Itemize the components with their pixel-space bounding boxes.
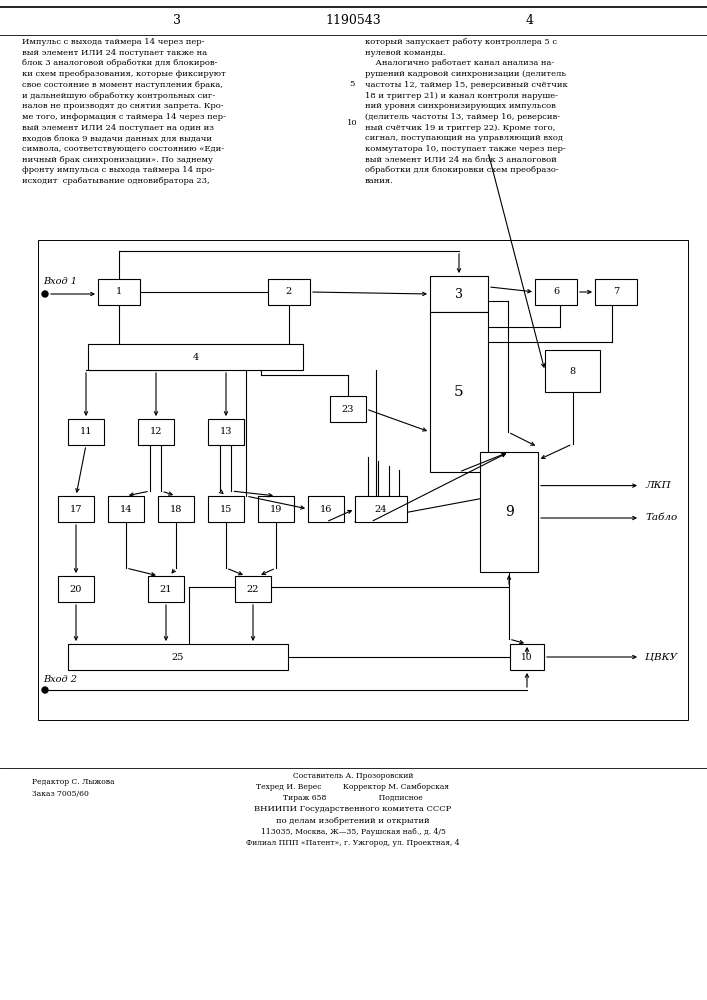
Bar — [68, 419, 104, 445]
Circle shape — [42, 291, 48, 297]
Text: Редактор С. Лыжова: Редактор С. Лыжова — [32, 778, 115, 786]
Bar — [545, 350, 600, 392]
Text: 25: 25 — [172, 652, 185, 662]
Bar — [595, 279, 637, 305]
Text: который запускает работу контроллера 5 с
нулевой команды.
    Аналогично работае: который запускает работу контроллера 5 с… — [365, 38, 568, 185]
Text: 5: 5 — [454, 385, 464, 399]
Text: Вход 1: Вход 1 — [43, 277, 77, 286]
Bar — [88, 344, 303, 370]
Circle shape — [42, 687, 48, 693]
Text: 15: 15 — [220, 504, 232, 514]
Bar — [58, 496, 94, 522]
Text: 8: 8 — [569, 366, 575, 375]
Bar — [308, 496, 344, 522]
Text: Филиал ППП «Патент», г. Ужгород, ул. Проектная, 4: Филиал ППП «Патент», г. Ужгород, ул. Про… — [246, 839, 460, 847]
Text: 13: 13 — [220, 428, 233, 436]
Text: ВНИИПИ Государственного комитета СССР: ВНИИПИ Государственного комитета СССР — [255, 805, 452, 813]
Text: Тираж 658                      Подписное: Тираж 658 Подписное — [283, 794, 423, 802]
Bar — [208, 496, 244, 522]
Bar — [480, 452, 538, 572]
Bar — [98, 279, 140, 305]
Text: 1: 1 — [116, 288, 122, 296]
Text: 9: 9 — [505, 505, 513, 519]
Text: 11: 11 — [80, 428, 92, 436]
Text: Техред И. Верес         Корректор М. Самборская: Техред И. Верес Корректор М. Самборская — [257, 783, 450, 791]
Bar — [38, 240, 688, 720]
Text: 4: 4 — [192, 353, 199, 361]
Text: 20: 20 — [70, 584, 82, 593]
Text: 7: 7 — [613, 288, 619, 296]
Bar — [430, 276, 488, 312]
Text: ЦВКУ: ЦВКУ — [645, 652, 677, 662]
Bar — [268, 279, 310, 305]
Text: 2: 2 — [286, 288, 292, 296]
Text: по делам изобретений и открытий: по делам изобретений и открытий — [276, 817, 430, 825]
Text: 18: 18 — [170, 504, 182, 514]
Text: 3: 3 — [173, 14, 181, 27]
Text: 12: 12 — [150, 428, 162, 436]
Text: 10: 10 — [346, 119, 357, 127]
Text: 1190543: 1190543 — [325, 14, 381, 27]
Text: 17: 17 — [70, 504, 82, 514]
Text: 4: 4 — [526, 14, 534, 27]
Text: Заказ 7005/60: Заказ 7005/60 — [32, 790, 89, 798]
Bar — [330, 396, 366, 422]
Text: 5: 5 — [349, 80, 355, 88]
Bar — [208, 419, 244, 445]
Text: 16: 16 — [320, 504, 332, 514]
Bar — [535, 279, 577, 305]
Bar — [510, 644, 544, 670]
Bar — [58, 576, 94, 602]
Text: 14: 14 — [119, 504, 132, 514]
Bar — [430, 312, 488, 472]
Text: Импульс с выхода таймера 14 через пер-
вый элемент ИЛИ 24 поступает также на
бло: Импульс с выхода таймера 14 через пер- в… — [22, 38, 226, 185]
Bar — [235, 576, 271, 602]
Text: 113035, Москва, Ж—35, Раушская наб., д. 4/5: 113035, Москва, Ж—35, Раушская наб., д. … — [261, 828, 445, 836]
Text: 6: 6 — [553, 288, 559, 296]
Text: 19: 19 — [270, 504, 282, 514]
Bar — [158, 496, 194, 522]
Text: 3: 3 — [455, 288, 463, 300]
Text: 23: 23 — [341, 404, 354, 414]
Text: 24: 24 — [375, 504, 387, 514]
Text: ЛКП: ЛКП — [645, 481, 671, 490]
Bar — [258, 496, 294, 522]
Text: Табло: Табло — [645, 514, 677, 522]
Bar — [138, 419, 174, 445]
Text: 22: 22 — [247, 584, 259, 593]
Text: 21: 21 — [160, 584, 173, 593]
Bar — [68, 644, 288, 670]
Text: Вход 2: Вход 2 — [43, 676, 77, 684]
Bar — [148, 576, 184, 602]
Text: 10: 10 — [521, 652, 533, 662]
Bar — [355, 496, 407, 522]
Text: Составитель А. Прозоровский: Составитель А. Прозоровский — [293, 772, 413, 780]
Bar — [108, 496, 144, 522]
